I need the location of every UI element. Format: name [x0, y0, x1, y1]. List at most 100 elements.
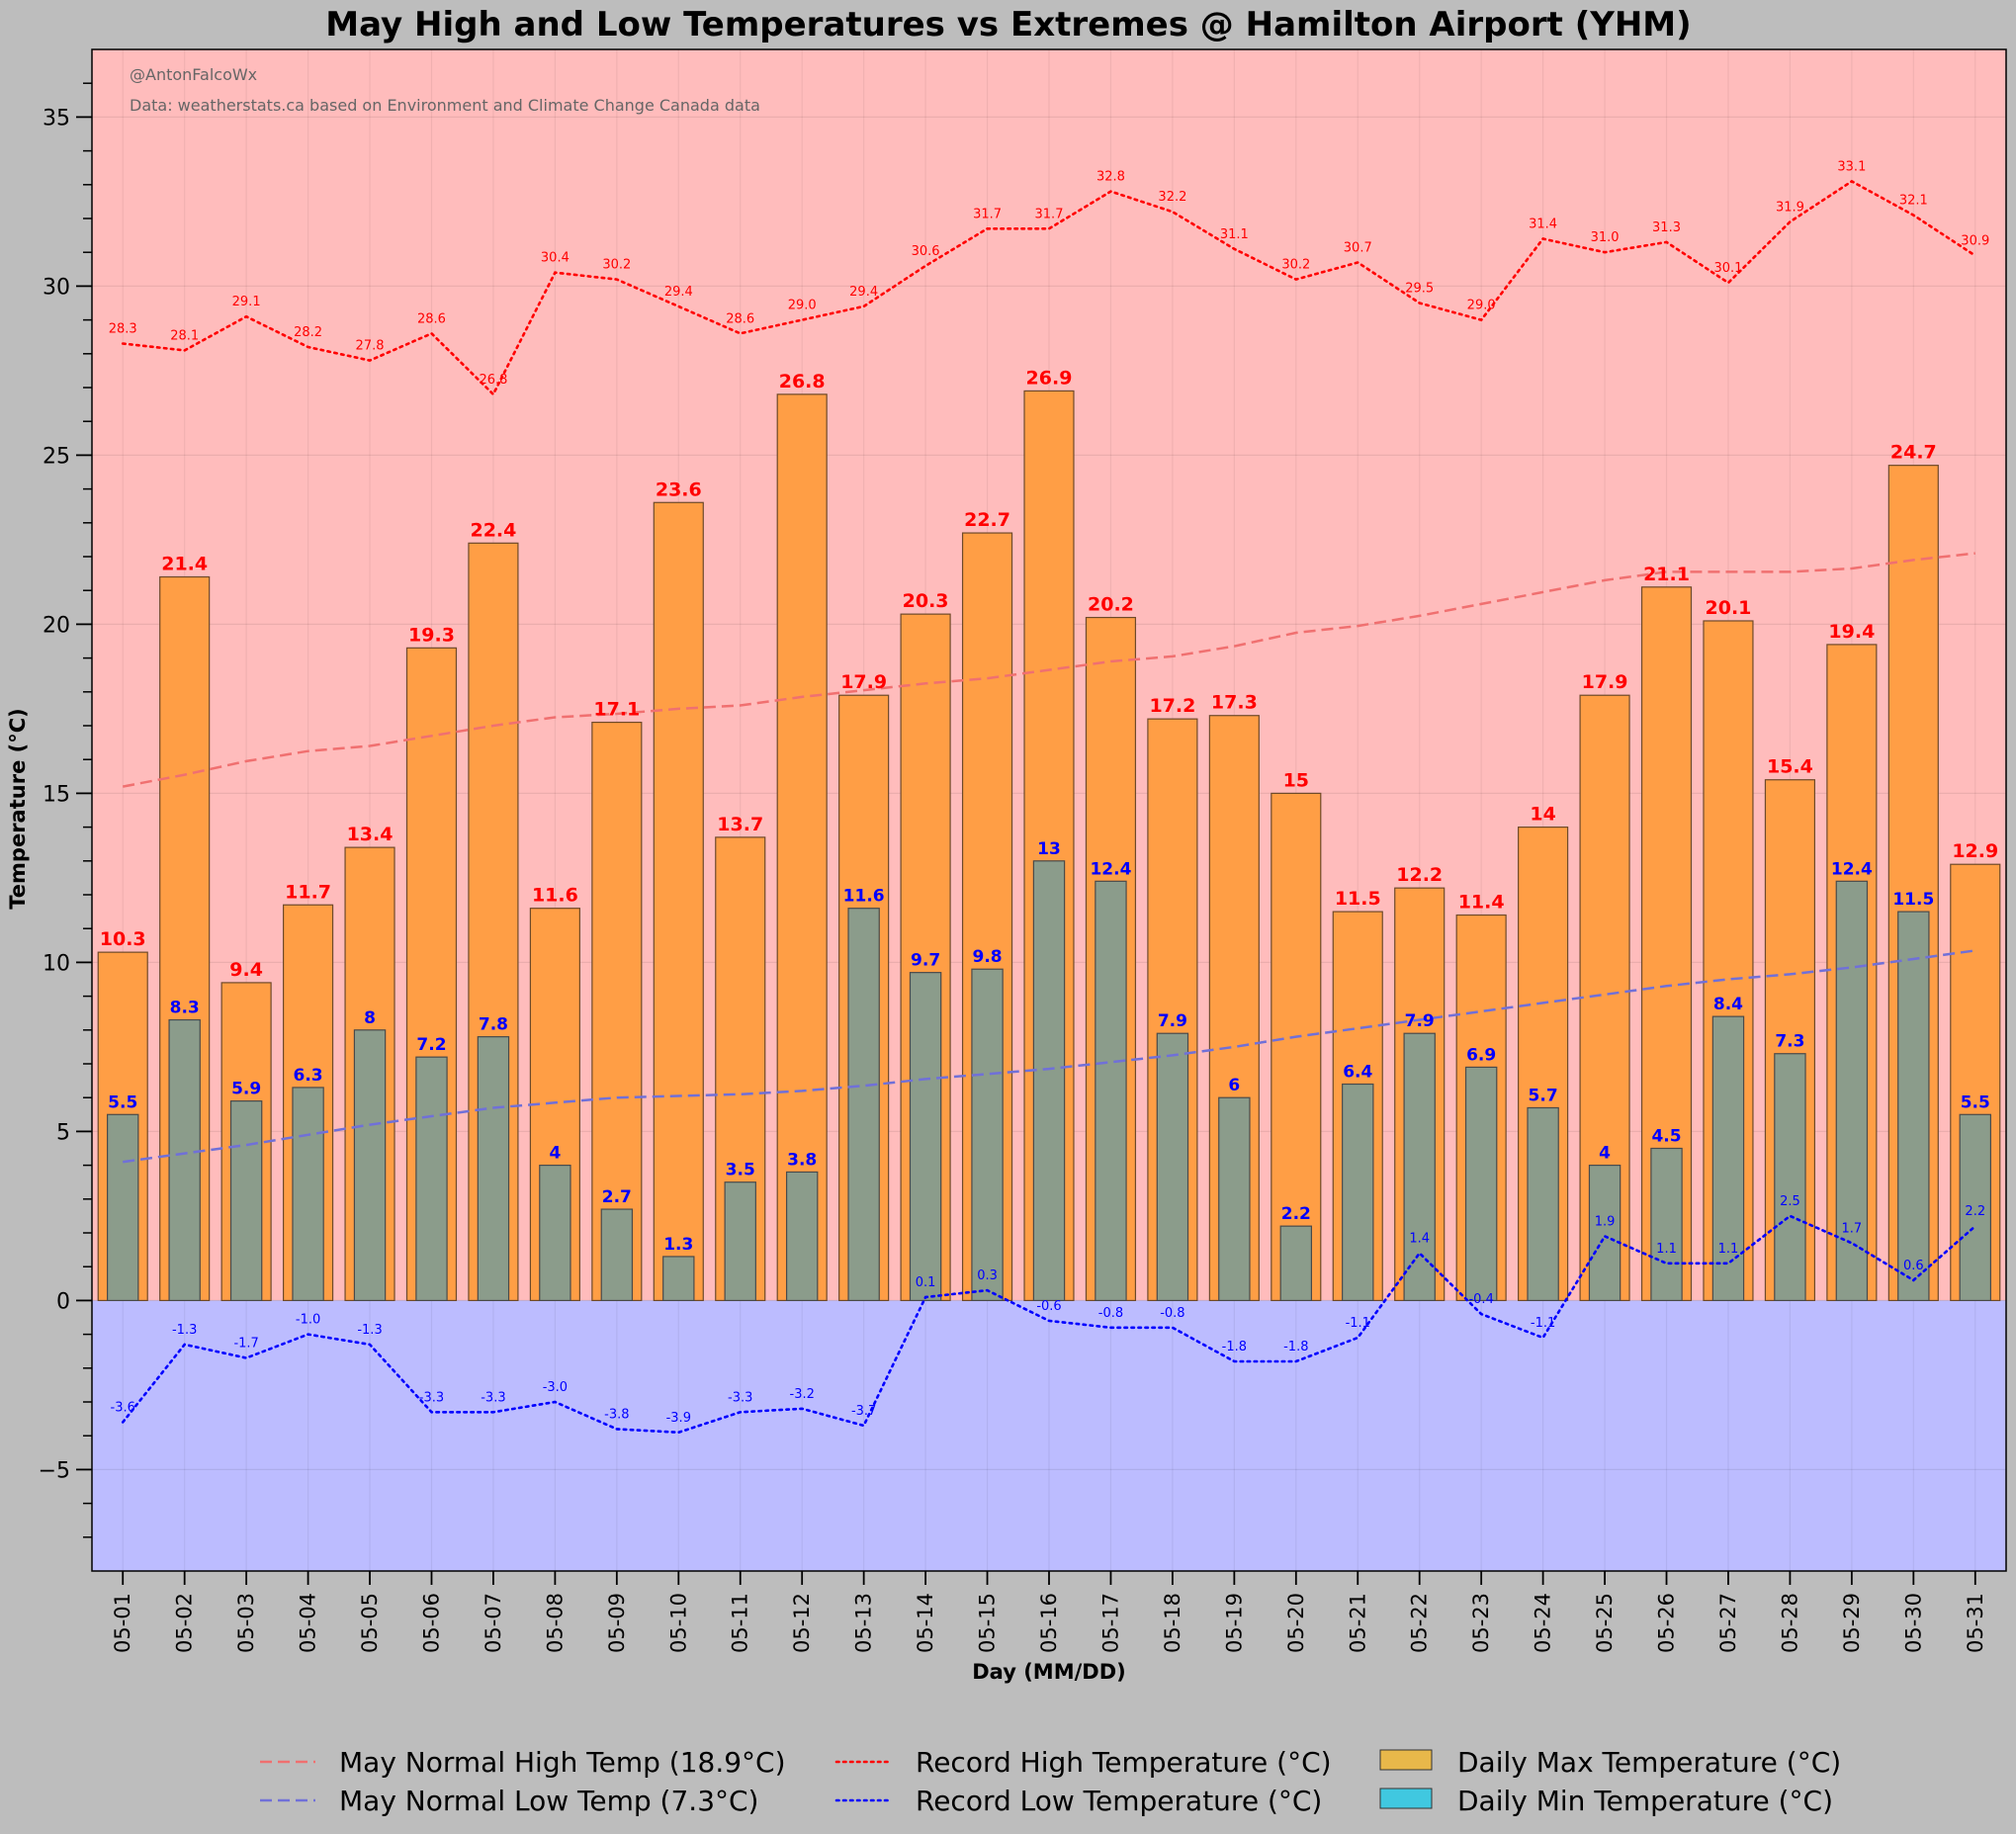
record-low-label: 1.9	[1595, 1214, 1616, 1229]
record-high-label: 27.8	[356, 339, 385, 354]
series-lines	[121, 179, 1977, 1435]
min-bar	[600, 1208, 634, 1302]
record-low-label: -3.0	[543, 1380, 568, 1395]
record-high-label: 30.7	[1344, 240, 1372, 255]
record-low-label: 0.3	[977, 1268, 998, 1283]
y-tick-label: −5	[39, 1458, 70, 1483]
record-high-label: 31.3	[1652, 220, 1681, 235]
min-bar	[785, 1171, 819, 1301]
max-value-label: 15	[1283, 769, 1309, 791]
x-tick-label: 05-27	[1716, 1593, 1740, 1653]
min-value-label: 5.5	[108, 1092, 137, 1112]
y-tick-label: 20	[43, 613, 70, 638]
x-tick-label: 05-24	[1532, 1593, 1555, 1653]
record-high-label: 28.6	[417, 311, 446, 326]
x-axis-label: Day (MM/DD)	[972, 1660, 1125, 1684]
max-value-label: 13.7	[717, 814, 763, 835]
x-tick-label: 05-09	[605, 1593, 629, 1653]
min-value-label: 7.9	[1405, 1011, 1435, 1031]
min-value-label: 2.2	[1281, 1204, 1311, 1224]
record-low-label: 1.1	[1718, 1242, 1739, 1257]
max-bar	[591, 721, 643, 1302]
record-high-label: 29.4	[664, 285, 693, 300]
min-bar	[1218, 1096, 1251, 1301]
record-low-label: -1.1	[1346, 1316, 1370, 1331]
max-value-label: 21.4	[161, 554, 208, 575]
record-low-label: -1.0	[296, 1313, 320, 1328]
x-tick-label: 05-07	[482, 1593, 505, 1653]
min-bar	[1403, 1032, 1436, 1301]
x-tick-label: 05-30	[1901, 1593, 1925, 1653]
x-tick-label: 05-08	[543, 1593, 567, 1653]
max-value-label: 11.4	[1458, 892, 1505, 914]
x-tick-label: 05-20	[1284, 1593, 1308, 1653]
min-value-label: 3.8	[787, 1150, 817, 1170]
record-high-label: 28.2	[294, 325, 322, 340]
max-bar	[1271, 792, 1322, 1302]
max-value-label: 24.7	[1890, 442, 1937, 464]
legend-swatch	[1379, 1749, 1433, 1771]
record-low-line	[121, 1214, 1977, 1435]
max-value-label: 22.7	[964, 509, 1010, 531]
min-value-label: 12.4	[1090, 859, 1131, 879]
min-bar	[477, 1036, 510, 1302]
min-value-label: 2.7	[602, 1187, 632, 1207]
x-tick-label: 05-28	[1778, 1593, 1801, 1653]
max-value-label: 19.3	[408, 624, 455, 646]
x-tick-label: 05-21	[1346, 1593, 1369, 1653]
record-high-label: 31.7	[973, 207, 1002, 221]
min-bar	[1032, 860, 1066, 1301]
min-value-label: 6.9	[1466, 1045, 1496, 1065]
min-bar	[107, 1113, 139, 1302]
min-bars	[107, 860, 1991, 1302]
record-high-label: 32.8	[1096, 170, 1125, 185]
max-value-label: 15.4	[1767, 756, 1813, 778]
x-tick-label: 05-03	[234, 1593, 258, 1653]
legend-label: Record High Temperature (°C)	[916, 1746, 1332, 1779]
record-low-label: -0.8	[1098, 1306, 1123, 1321]
min-value-label: 1.3	[663, 1235, 693, 1255]
record-low-label: -3.3	[728, 1390, 752, 1405]
min-bar	[292, 1087, 324, 1301]
x-tick-label: 05-23	[1469, 1593, 1493, 1653]
x-tick-label: 05-25	[1593, 1593, 1617, 1653]
min-value-label: 9.8	[972, 947, 1002, 967]
record-high-label: 30.2	[602, 258, 631, 273]
record-low-label: -0.6	[1036, 1299, 1061, 1314]
min-value-label: 7.9	[1158, 1011, 1187, 1031]
min-value-label: 3.5	[726, 1161, 755, 1180]
min-bar	[1279, 1225, 1313, 1302]
record-low-label: 0.6	[1903, 1259, 1924, 1273]
record-high-label: 31.0	[1591, 230, 1620, 245]
min-value-label: 4	[549, 1144, 561, 1164]
min-bar	[1959, 1113, 1991, 1302]
record-high-label: 29.5	[1405, 282, 1434, 297]
legend-label: Daily Max Temperature (°C)	[1457, 1746, 1841, 1779]
record-high-label: 29.0	[1467, 299, 1496, 313]
record-high-label: 32.2	[1158, 190, 1186, 205]
data-labels: 10.3 21.4 9.4 11.7 13.4 19.3 22.4 11.6 17.1 23.6 1…	[100, 159, 1998, 1425]
max-value-label: 10.3	[100, 928, 146, 950]
record-high-label: 28.1	[170, 328, 199, 343]
max-value-label: 17.1	[593, 699, 640, 721]
record-low-label: 1.4	[1409, 1232, 1430, 1247]
min-bar	[847, 908, 880, 1301]
record-low-label: 2.5	[1780, 1194, 1800, 1209]
min-bar	[539, 1164, 571, 1301]
record-high-label: 28.3	[109, 322, 137, 337]
record-high-label: 30.9	[1961, 234, 1989, 249]
max-value-label: 26.9	[1026, 367, 1073, 389]
min-bar	[662, 1256, 695, 1301]
x-tick-label: 05-17	[1099, 1593, 1123, 1653]
min-value-label: 13	[1037, 839, 1061, 859]
min-value-label: 8.3	[170, 999, 200, 1018]
min-bar	[1650, 1147, 1683, 1301]
max-value-label: 21.1	[1643, 564, 1690, 585]
x-tick-label: 05-06	[420, 1593, 444, 1653]
record-high-label: 29.1	[232, 295, 261, 309]
x-tick-label: 05-29	[1840, 1593, 1864, 1653]
record-low-label: -3.8	[604, 1407, 629, 1422]
min-value-label: 5.7	[1529, 1086, 1558, 1105]
record-low-label: -1.3	[172, 1323, 197, 1338]
y-axis-label: Temperature (°C)	[6, 708, 30, 909]
